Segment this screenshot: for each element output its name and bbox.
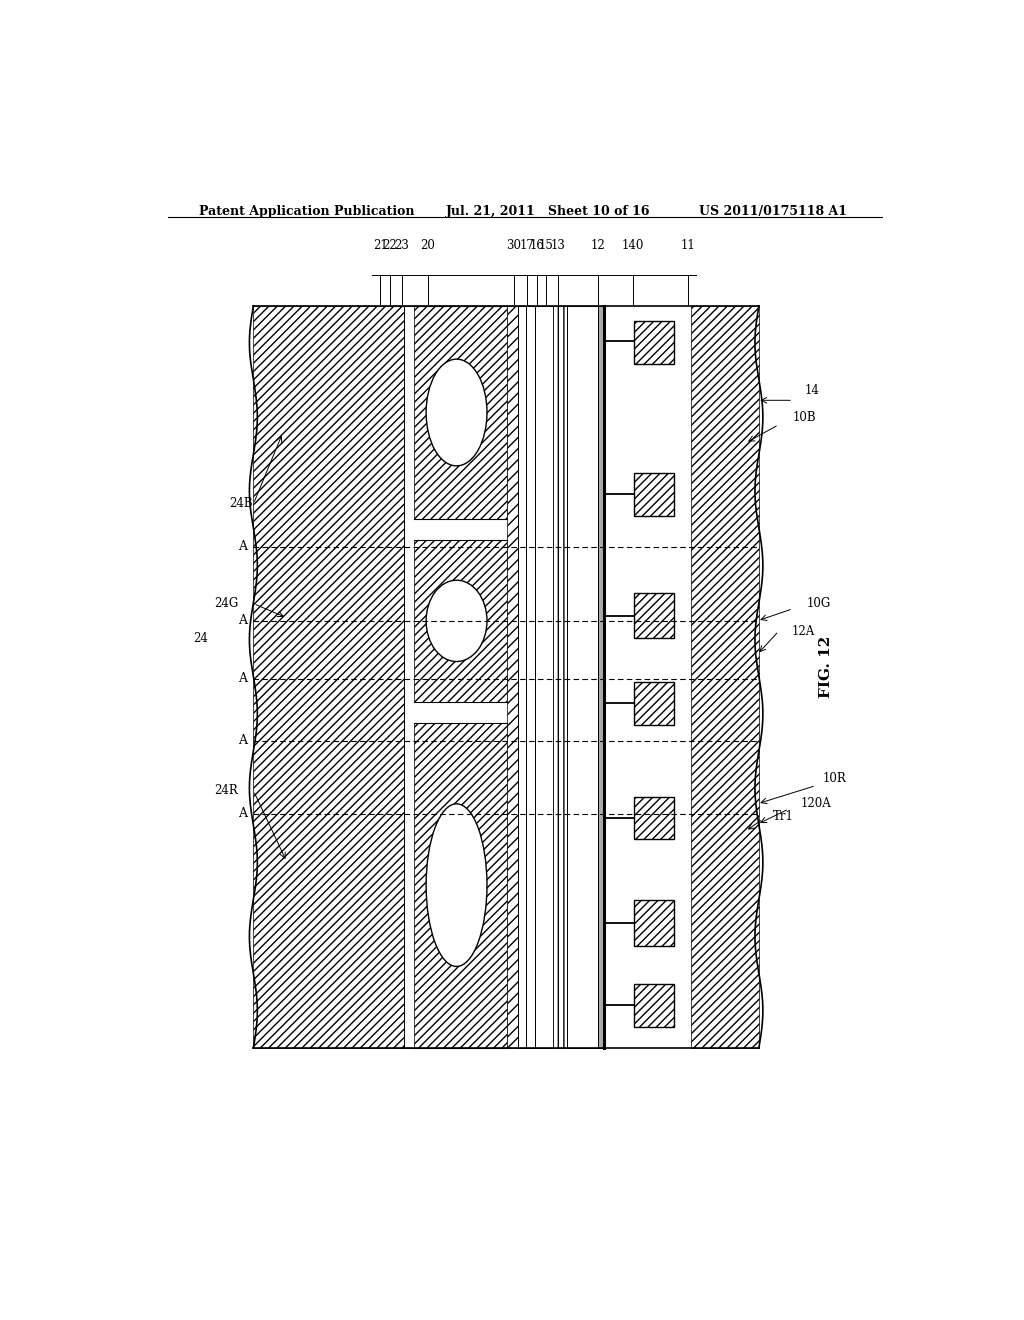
Bar — [414, 306, 507, 1048]
Bar — [507, 306, 518, 1048]
Text: A: A — [238, 734, 247, 747]
Bar — [634, 594, 674, 638]
Text: A: A — [238, 808, 247, 821]
Bar — [414, 722, 507, 1048]
Text: 13: 13 — [551, 239, 565, 252]
Text: 24R: 24R — [214, 784, 238, 797]
Bar — [253, 306, 404, 1048]
Text: FIG. 12: FIG. 12 — [819, 635, 834, 698]
Text: Patent Application Publication: Patent Application Publication — [200, 205, 415, 218]
Text: 10R: 10R — [822, 772, 846, 785]
Bar — [604, 306, 691, 1048]
Bar — [691, 306, 759, 1048]
Text: 11: 11 — [681, 239, 695, 252]
Bar — [414, 306, 507, 519]
Bar — [404, 306, 414, 1048]
Text: Tr1: Tr1 — [772, 809, 794, 822]
Text: 21: 21 — [373, 239, 388, 252]
Text: Jul. 21, 2011   Sheet 10 of 16: Jul. 21, 2011 Sheet 10 of 16 — [445, 205, 650, 218]
Bar — [536, 306, 553, 1048]
Text: A: A — [238, 614, 247, 627]
Text: US 2011/0175118 A1: US 2011/0175118 A1 — [699, 205, 848, 218]
Bar — [634, 474, 674, 516]
Text: 12: 12 — [591, 239, 605, 252]
Bar — [598, 306, 604, 1048]
Text: 140: 140 — [622, 239, 644, 252]
Bar — [634, 900, 674, 946]
Bar — [553, 306, 567, 1048]
Text: 10G: 10G — [807, 597, 830, 610]
Ellipse shape — [426, 804, 487, 966]
Bar — [634, 682, 674, 725]
Text: A: A — [238, 540, 247, 553]
Text: 120A: 120A — [801, 797, 831, 810]
Text: 24: 24 — [194, 632, 208, 644]
Ellipse shape — [426, 581, 487, 661]
Bar — [634, 321, 674, 364]
Text: 15: 15 — [539, 239, 554, 252]
Text: 16: 16 — [529, 239, 544, 252]
Text: 20: 20 — [421, 239, 435, 252]
Text: A: A — [238, 672, 247, 685]
Text: 10B: 10B — [793, 411, 817, 424]
Text: 17: 17 — [520, 239, 535, 252]
Text: 24B: 24B — [229, 498, 253, 511]
Text: 14: 14 — [805, 384, 820, 396]
Text: 23: 23 — [394, 239, 410, 252]
Bar — [414, 540, 507, 702]
Bar — [567, 306, 598, 1048]
Bar — [634, 983, 674, 1027]
Text: 24G: 24G — [214, 597, 238, 610]
Text: 30: 30 — [506, 239, 521, 252]
Bar — [253, 306, 759, 1048]
Text: 22: 22 — [383, 239, 397, 252]
Ellipse shape — [426, 359, 487, 466]
Bar — [526, 306, 536, 1048]
Bar — [634, 797, 674, 840]
Bar — [518, 306, 526, 1048]
Text: 12A: 12A — [792, 624, 815, 638]
